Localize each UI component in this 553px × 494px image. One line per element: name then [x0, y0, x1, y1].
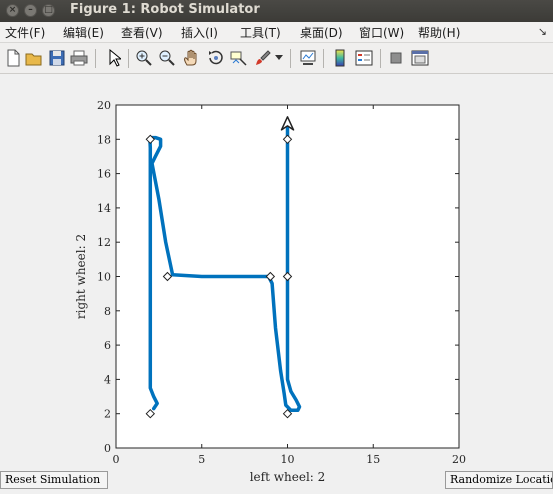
toolbar-separator: [290, 49, 291, 68]
y-tick-label: 0: [104, 442, 111, 455]
y-tick-label: 14: [97, 202, 111, 215]
y-tick-label: 6: [104, 339, 111, 352]
rotate-3d-icon[interactable]: [206, 48, 226, 68]
menu-tools[interactable]: 工具(T): [240, 26, 281, 40]
menu-insert[interactable]: 插入(I): [181, 26, 218, 40]
waypoint-marker: [145, 408, 156, 419]
data-cursor-icon[interactable]: [229, 48, 249, 68]
y-tick-label: 20: [97, 99, 111, 112]
menu-edit[interactable]: 编辑(E): [63, 26, 104, 40]
save-icon[interactable]: [47, 48, 67, 68]
window-titlebar: × – □ Figure 1: Robot Simulator: [0, 0, 553, 22]
zoom-out-icon[interactable]: [157, 48, 177, 68]
link-plot-icon[interactable]: [298, 48, 318, 68]
menu-window[interactable]: 窗口(W): [359, 26, 405, 40]
menu-bar: 文件(F) 编辑(E) 查看(V) 插入(I) 工具(T) 桌面(D) 窗口(W…: [0, 22, 553, 43]
colorbar-icon[interactable]: [330, 48, 350, 68]
minimize-window-button[interactable]: –: [24, 4, 37, 17]
randomize-location-button[interactable]: Randomize Location: [445, 471, 553, 489]
figure-canvas: 0 5 10 15 20 0 2 4 6 8 10 12 14 16 18 20 left wheel: 2 ri…: [0, 74, 553, 490]
print-icon[interactable]: [69, 48, 89, 68]
maximize-window-button[interactable]: □: [42, 4, 55, 17]
toolbar-separator: [128, 49, 129, 68]
robot-marker: [280, 116, 295, 131]
open-file-icon[interactable]: [24, 48, 44, 68]
y-tick-label: 16: [97, 168, 111, 181]
new-figure-icon[interactable]: [3, 48, 23, 68]
x-tick-label: 5: [198, 453, 205, 466]
figure-toolbar: [0, 43, 553, 74]
menu-view[interactable]: 查看(V): [121, 26, 163, 40]
y-tick-label: 18: [97, 133, 111, 146]
y-tick-label: 2: [104, 408, 111, 421]
x-tick-label: 0: [113, 453, 120, 466]
hide-plot-tools-icon[interactable]: [386, 48, 406, 68]
brush-dropdown-icon[interactable]: [273, 48, 285, 68]
y-tick-label: 12: [97, 236, 111, 249]
window-title: Figure 1: Robot Simulator: [70, 2, 260, 17]
dock-arrow-icon[interactable]: ↘: [537, 25, 547, 38]
toolbar-separator: [323, 49, 324, 68]
y-axis-label: right wheel: 2: [74, 234, 88, 319]
toolbar-separator: [380, 49, 381, 68]
path-line: [148, 123, 302, 413]
waypoint-marker: [162, 271, 173, 282]
waypoint-marker: [265, 271, 276, 282]
x-tick-label: 10: [281, 453, 295, 466]
zoom-in-icon[interactable]: [134, 48, 154, 68]
toolbar-separator: [95, 49, 96, 68]
legend-icon[interactable]: [354, 48, 374, 68]
y-tick-label: 4: [104, 373, 111, 386]
select-arrow-icon[interactable]: [104, 48, 124, 68]
show-plot-tools-icon[interactable]: [410, 48, 430, 68]
x-axis-label: left wheel: 2: [250, 470, 326, 484]
y-tick-label: 10: [97, 271, 111, 284]
menu-desktop[interactable]: 桌面(D): [300, 26, 343, 40]
brush-icon[interactable]: [253, 48, 273, 68]
menu-file[interactable]: 文件(F): [5, 26, 46, 40]
x-tick-label: 15: [366, 453, 380, 466]
robot-plot: 0 5 10 15 20 0 2 4 6 8 10 12 14 16 18 20 left wheel: 2 ri…: [74, 99, 466, 484]
x-tick-label: 20: [452, 453, 466, 466]
waypoint-marker: [145, 134, 156, 145]
reset-simulation-button[interactable]: Reset Simulation: [0, 471, 108, 489]
waypoint-marker: [282, 134, 293, 145]
waypoint-marker: [282, 271, 293, 282]
waypoint-marker: [282, 408, 293, 419]
menu-help[interactable]: 帮助(H): [418, 26, 461, 40]
pan-hand-icon[interactable]: [181, 48, 201, 68]
y-tick-label: 8: [104, 305, 111, 318]
close-window-button[interactable]: ×: [6, 4, 19, 17]
